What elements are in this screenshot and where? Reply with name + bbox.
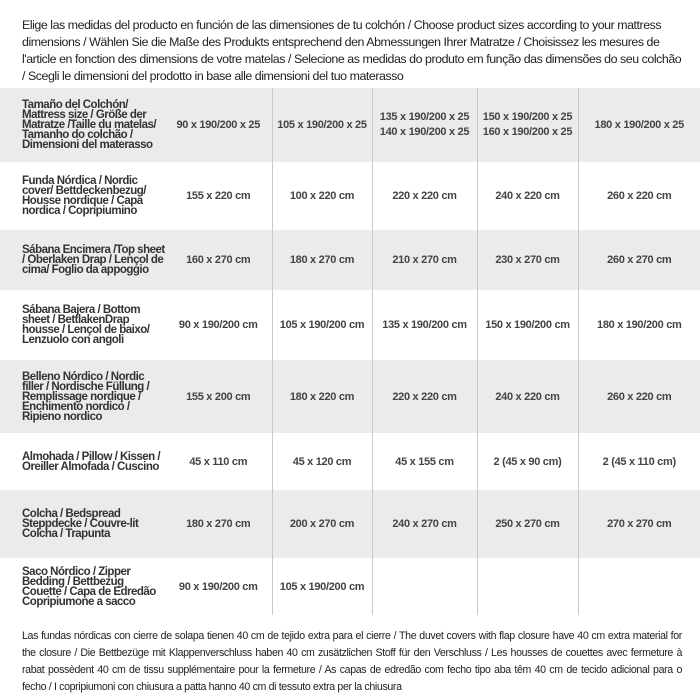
mattress-size-label: Tamaño del Colchón/ Mattress size / Größ…	[0, 88, 165, 162]
size-cell	[371, 558, 477, 615]
size-cell: 180 x 220 cm	[271, 360, 372, 433]
size-cell: 180 x 190/200 cm	[577, 290, 700, 360]
intro-text: Elige las medidas del producto en funció…	[22, 18, 682, 83]
size-col-2: 105 x 190/200 x 25	[271, 88, 372, 162]
size-cell: 200 x 270 cm	[271, 490, 372, 558]
size-cell: 180 x 270 cm	[165, 490, 272, 558]
footnote: Las fundas nórdicas con cierre de solapa…	[22, 630, 682, 693]
size-cell: 160 x 270 cm	[165, 230, 272, 290]
size-cell: 135 x 190/200 cm	[371, 290, 477, 360]
size-value: 90 x 190/200 x 25	[176, 118, 261, 131]
size-value: 180 x 190/200 x 25	[594, 118, 685, 131]
size-cell: 105 x 190/200 cm	[271, 290, 372, 360]
size-cell: 220 x 220 cm	[371, 162, 477, 230]
table-row: Colcha / Bedspread Steppdecke / Couvre-l…	[0, 490, 700, 558]
size-cell: 250 x 270 cm	[476, 490, 578, 558]
size-cell: 100 x 220 cm	[271, 162, 372, 230]
size-cell: 260 x 220 cm	[577, 360, 700, 433]
size-col-5: 180 x 190/200 x 25	[577, 88, 700, 162]
size-cell: 45 x 120 cm	[271, 433, 372, 490]
size-cell: 45 x 110 cm	[165, 433, 272, 490]
product-label: Saco Nórdico / Zipper Bedding / Bettbezu…	[0, 558, 165, 615]
size-cell: 155 x 200 cm	[165, 360, 272, 433]
size-col-3: 135 x 190/200 x 25 140 x 190/200 x 25	[371, 88, 477, 162]
size-value: 160 x 190/200 x 25	[482, 126, 573, 138]
size-cell: 155 x 220 cm	[165, 162, 272, 230]
size-cell: 240 x 270 cm	[371, 490, 477, 558]
size-cell: 260 x 220 cm	[577, 162, 700, 230]
size-value: 135 x 190/200 x 25	[379, 111, 470, 123]
table-row: Funda Nórdica / Nordic cover/ Bettdecken…	[0, 162, 700, 230]
product-label: Sábana Bajera / Bottom sheet / Bettlaken…	[0, 290, 165, 360]
size-cell	[476, 558, 578, 615]
size-cell: 230 x 270 cm	[476, 230, 578, 290]
size-cell: 240 x 220 cm	[476, 162, 578, 230]
size-cell: 150 x 190/200 cm	[476, 290, 578, 360]
size-cell: 220 x 220 cm	[371, 360, 477, 433]
size-cell: 180 x 270 cm	[271, 230, 372, 290]
size-cell: 260 x 270 cm	[577, 230, 700, 290]
size-value: 150 x 190/200 x 25	[482, 111, 573, 123]
size-table: Tamaño del Colchón/ Mattress size / Größ…	[0, 88, 700, 615]
size-cell: 105 x 190/200 cm	[271, 558, 372, 615]
size-col-1: 90 x 190/200 x 25	[165, 88, 272, 162]
product-label: Funda Nórdica / Nordic cover/ Bettdecken…	[0, 162, 165, 230]
table-row: Sábana Encimera /Top sheet / Oberlaken D…	[0, 230, 700, 290]
size-value: 140 x 190/200 x 25	[379, 126, 470, 138]
size-cell	[577, 558, 700, 615]
product-label: Sábana Encimera /Top sheet / Oberlaken D…	[0, 230, 165, 290]
table-row: Belleno Nórdico / Nordic filler / Nordis…	[0, 360, 700, 433]
size-cell: 90 x 190/200 cm	[165, 558, 272, 615]
size-cell: 240 x 220 cm	[476, 360, 578, 433]
product-label: Almohada / Pillow / Kissen / Oreiller Al…	[0, 433, 165, 490]
product-label: Colcha / Bedspread Steppdecke / Couvre-l…	[0, 490, 165, 558]
size-value: 105 x 190/200 x 25	[277, 118, 367, 131]
size-cell: 210 x 270 cm	[371, 230, 477, 290]
table-row: Almohada / Pillow / Kissen / Oreiller Al…	[0, 433, 700, 490]
size-col-4: 150 x 190/200 x 25 160 x 190/200 x 25	[476, 88, 578, 162]
header-row: Tamaño del Colchón/ Mattress size / Größ…	[0, 88, 700, 162]
size-cell: 45 x 155 cm	[371, 433, 477, 490]
product-label: Belleno Nórdico / Nordic filler / Nordis…	[0, 360, 165, 433]
size-cell: 2 (45 x 110 cm)	[577, 433, 700, 490]
table-row: Sábana Bajera / Bottom sheet / Bettlaken…	[0, 290, 700, 360]
table-row: Saco Nórdico / Zipper Bedding / Bettbezu…	[0, 558, 700, 615]
size-cell: 270 x 270 cm	[577, 490, 700, 558]
size-cell: 90 x 190/200 cm	[165, 290, 272, 360]
size-cell: 2 (45 x 90 cm)	[476, 433, 578, 490]
